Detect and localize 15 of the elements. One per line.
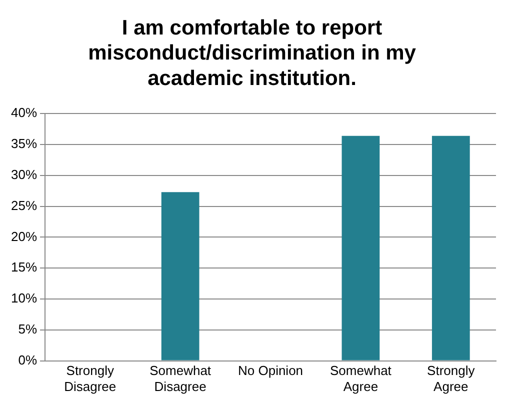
x-tick-label: Strongly Disagree — [64, 363, 116, 394]
y-tick-label: 0% — [18, 352, 38, 368]
y-tick-label: 40% — [10, 105, 38, 120]
x-tick-label: Somewhat Agree — [330, 363, 392, 394]
y-tick-label: 15% — [10, 260, 38, 275]
y-tick-label: 10% — [10, 290, 38, 306]
y-tick-label: 30% — [10, 166, 38, 182]
x-tick-label: No Opinion — [238, 363, 304, 378]
x-tick-label: Strongly Agree — [427, 363, 476, 394]
y-tick-label: 25% — [10, 198, 38, 213]
x-tick-label: Somewhat Disagree — [150, 363, 212, 394]
chart-title: I am comfortable to report misconduct/discrimination in my academic institution. — [88, 16, 416, 90]
y-tick-label: 20% — [10, 228, 38, 244]
y-tick-label: 35% — [10, 136, 38, 152]
y-tick-label: 5% — [18, 321, 38, 336]
